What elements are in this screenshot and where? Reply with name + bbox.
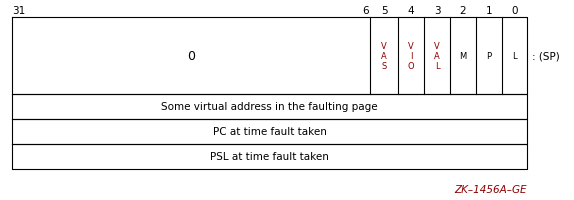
Text: 0: 0 xyxy=(187,50,195,63)
Text: ZK–1456A–GE: ZK–1456A–GE xyxy=(455,184,527,194)
Text: 1: 1 xyxy=(486,6,492,16)
Text: M: M xyxy=(459,52,467,61)
Text: V
I
O: V I O xyxy=(408,42,414,71)
Text: PSL at time fault taken: PSL at time fault taken xyxy=(210,152,329,162)
Text: Some virtual address in the faulting page: Some virtual address in the faulting pag… xyxy=(161,102,378,112)
Text: 0: 0 xyxy=(511,6,518,16)
Text: : (SP): : (SP) xyxy=(532,51,560,61)
Text: 31: 31 xyxy=(12,6,25,16)
Text: P: P xyxy=(486,52,491,61)
Text: L: L xyxy=(512,52,517,61)
Text: 2: 2 xyxy=(460,6,466,16)
Text: 6: 6 xyxy=(362,6,369,16)
Text: 5: 5 xyxy=(381,6,387,16)
Text: 3: 3 xyxy=(434,6,440,16)
Text: V
A
L: V A L xyxy=(434,42,440,71)
Text: V
A
S: V A S xyxy=(381,42,387,71)
Text: PC at time fault taken: PC at time fault taken xyxy=(212,127,327,137)
Text: 4: 4 xyxy=(408,6,414,16)
